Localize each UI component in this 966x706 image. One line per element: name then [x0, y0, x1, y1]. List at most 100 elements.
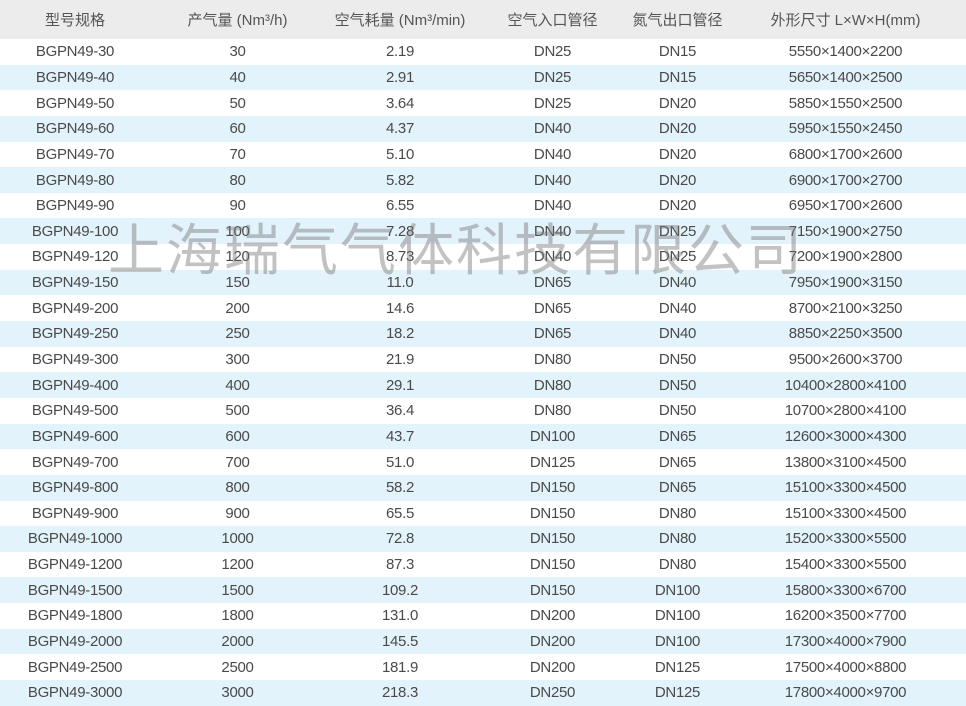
- cell-model: BGPN49-50: [35, 94, 115, 112]
- cell-capacity: 500: [225, 402, 250, 420]
- cell-air-inlet: DN150: [529, 556, 576, 574]
- cell-nitrogen-outlet: DN20: [658, 197, 697, 215]
- header-dimensions: 外形尺寸 L×W×H(mm): [725, 0, 966, 39]
- cell-capacity: 60: [150, 115, 325, 142]
- cell-air-consumption: 11.0: [325, 269, 475, 296]
- cell-model: BGPN49-150: [0, 269, 150, 296]
- table-row: BGPN49-2500 2500 181.9 DN200 DN125 17500×4000…: [0, 654, 966, 680]
- cell-dimensions: 6950×1700×2600: [788, 197, 903, 215]
- cell-capacity: 3000: [150, 680, 325, 706]
- cell-dimensions: 7950×1900×3150: [725, 269, 966, 296]
- cell-capacity: 800: [150, 474, 325, 501]
- cell-model: BGPN49-40: [0, 64, 150, 91]
- table-row: BGPN49-40 40 2.91 DN25 DN15 5650×1400×2500: [0, 64, 966, 91]
- cell-dimensions: 5550×1400×2200: [788, 43, 903, 61]
- cell-air-consumption: 145.5: [325, 628, 475, 655]
- table-row: BGPN49-150 150 11.0 DN65 DN40 7950×1900×3150: [0, 269, 966, 296]
- cell-model: BGPN49-200: [31, 299, 119, 317]
- cell-model: BGPN49-1200: [27, 556, 123, 574]
- cell-dimensions: 5950×1550×2450: [725, 115, 966, 142]
- cell-capacity: 1200: [221, 556, 254, 574]
- cell-air-consumption: 181.9: [381, 658, 419, 676]
- cell-model: BGPN49-3000: [0, 680, 150, 706]
- cell-air-consumption: 65.5: [386, 504, 414, 522]
- cell-air-inlet: DN40: [533, 197, 572, 215]
- cell-air-inlet: DN80: [475, 372, 630, 398]
- cell-air-consumption: 5.82: [325, 167, 475, 193]
- cell-air-inlet: DN65: [533, 299, 572, 317]
- cell-air-consumption: 51.0: [386, 453, 414, 471]
- cell-air-consumption: 218.3: [325, 680, 475, 706]
- cell-model: BGPN49-300: [31, 351, 119, 368]
- cell-capacity: 100: [150, 218, 325, 245]
- cell-air-inlet: DN65: [475, 269, 630, 296]
- cell-model: BGPN49-30: [35, 43, 115, 61]
- cell-dimensions: 15200×3300×5500: [725, 526, 966, 552]
- cell-dimensions: 10400×2800×4100: [725, 372, 966, 398]
- cell-nitrogen-outlet: DN20: [658, 145, 697, 163]
- cell-nitrogen-outlet: DN80: [658, 556, 697, 574]
- cell-air-consumption: 2.91: [325, 64, 475, 91]
- cell-model: BGPN49-60: [0, 115, 150, 142]
- cell-capacity: 80: [150, 167, 325, 193]
- cell-air-consumption: 7.28: [325, 218, 475, 245]
- cell-capacity: 50: [229, 94, 246, 112]
- cell-air-inlet: DN250: [475, 680, 630, 706]
- cell-air-inlet: DN150: [475, 526, 630, 552]
- cell-model: BGPN49-600: [0, 423, 150, 450]
- table-row: BGPN49-600 600 43.7 DN100 DN65 12600×3000×430…: [0, 423, 966, 450]
- cell-capacity: 2500: [221, 658, 254, 676]
- cell-air-inlet: DN40: [533, 145, 572, 163]
- cell-nitrogen-outlet: DN20: [630, 167, 725, 193]
- cell-nitrogen-outlet: DN40: [658, 299, 697, 317]
- cell-dimensions: 8850×2250×3500: [725, 321, 966, 347]
- cell-capacity: 70: [229, 145, 246, 163]
- cell-model: BGPN49-900: [31, 504, 119, 522]
- cell-capacity: 2000: [150, 628, 325, 655]
- cell-dimensions: 15400×3300×5500: [784, 556, 907, 574]
- cell-air-consumption: 14.6: [386, 299, 414, 317]
- cell-model: BGPN49-80: [0, 167, 150, 193]
- table-row: BGPN49-1000 1000 72.8 DN150 DN80 15200×3300×5…: [0, 526, 966, 552]
- cell-capacity: 600: [150, 423, 325, 450]
- header-air-inlet: 空气入口管径: [475, 0, 630, 39]
- cell-air-inlet: DN200: [529, 658, 576, 676]
- cell-capacity: 900: [225, 504, 250, 522]
- cell-dimensions: 15800×3300×6700: [725, 577, 966, 604]
- cell-model: BGPN49-250: [0, 321, 150, 347]
- table-row: BGPN49-60 60 4.37 DN40 DN20 5950×1550×2450: [0, 115, 966, 142]
- cell-air-consumption: 131.0: [381, 607, 419, 625]
- cell-nitrogen-outlet: DN40: [630, 321, 725, 347]
- cell-capacity: 700: [225, 453, 250, 471]
- cell-air-consumption: 5.10: [386, 145, 414, 163]
- header-air-consumption: 空气耗量 (Nm³/min): [325, 0, 475, 39]
- cell-nitrogen-outlet: DN50: [658, 351, 697, 368]
- cell-air-inlet: DN150: [529, 504, 576, 522]
- cell-air-inlet: DN80: [533, 402, 572, 420]
- table-row: BGPN49-300 300 21.9 DN80 DN50 9500×2600×3700: [0, 347, 966, 373]
- cell-air-consumption: 72.8: [325, 526, 475, 552]
- cell-air-consumption: 58.2: [325, 474, 475, 501]
- cell-nitrogen-outlet: DN20: [630, 115, 725, 142]
- cell-capacity: 120: [225, 248, 250, 266]
- cell-dimensions: 17500×4000×8800: [784, 658, 907, 676]
- cell-air-inlet: DN40: [475, 218, 630, 245]
- cell-dimensions: 15100×3300×4500: [784, 504, 907, 522]
- cell-air-inlet: DN200: [529, 607, 576, 625]
- table-row: BGPN49-1200 1200 87.3 DN150 DN80 15400×3300×5…: [0, 552, 966, 578]
- table-row: BGPN49-30 30 2.19 DN25 DN15 5550×1400×2200: [0, 39, 966, 65]
- table-row: BGPN49-500 500 36.4 DN80 DN50 10700×2800×4100: [0, 398, 966, 424]
- cell-model: BGPN49-800: [0, 474, 150, 501]
- cell-air-consumption: 18.2: [325, 321, 475, 347]
- header-model: 型号规格: [0, 0, 150, 39]
- header-capacity: 产气量 (Nm³/h): [150, 0, 325, 39]
- cell-capacity: 300: [225, 351, 250, 368]
- table-row: BGPN49-900 900 65.5 DN150 DN80 15100×3300×450…: [0, 501, 966, 527]
- cell-air-consumption: 36.4: [386, 402, 414, 420]
- cell-capacity: 1500: [150, 577, 325, 604]
- cell-dimensions: 7150×1900×2750: [725, 218, 966, 245]
- cell-air-consumption: 21.9: [386, 351, 414, 368]
- cell-air-inlet: DN150: [475, 474, 630, 501]
- cell-nitrogen-outlet: DN80: [630, 526, 725, 552]
